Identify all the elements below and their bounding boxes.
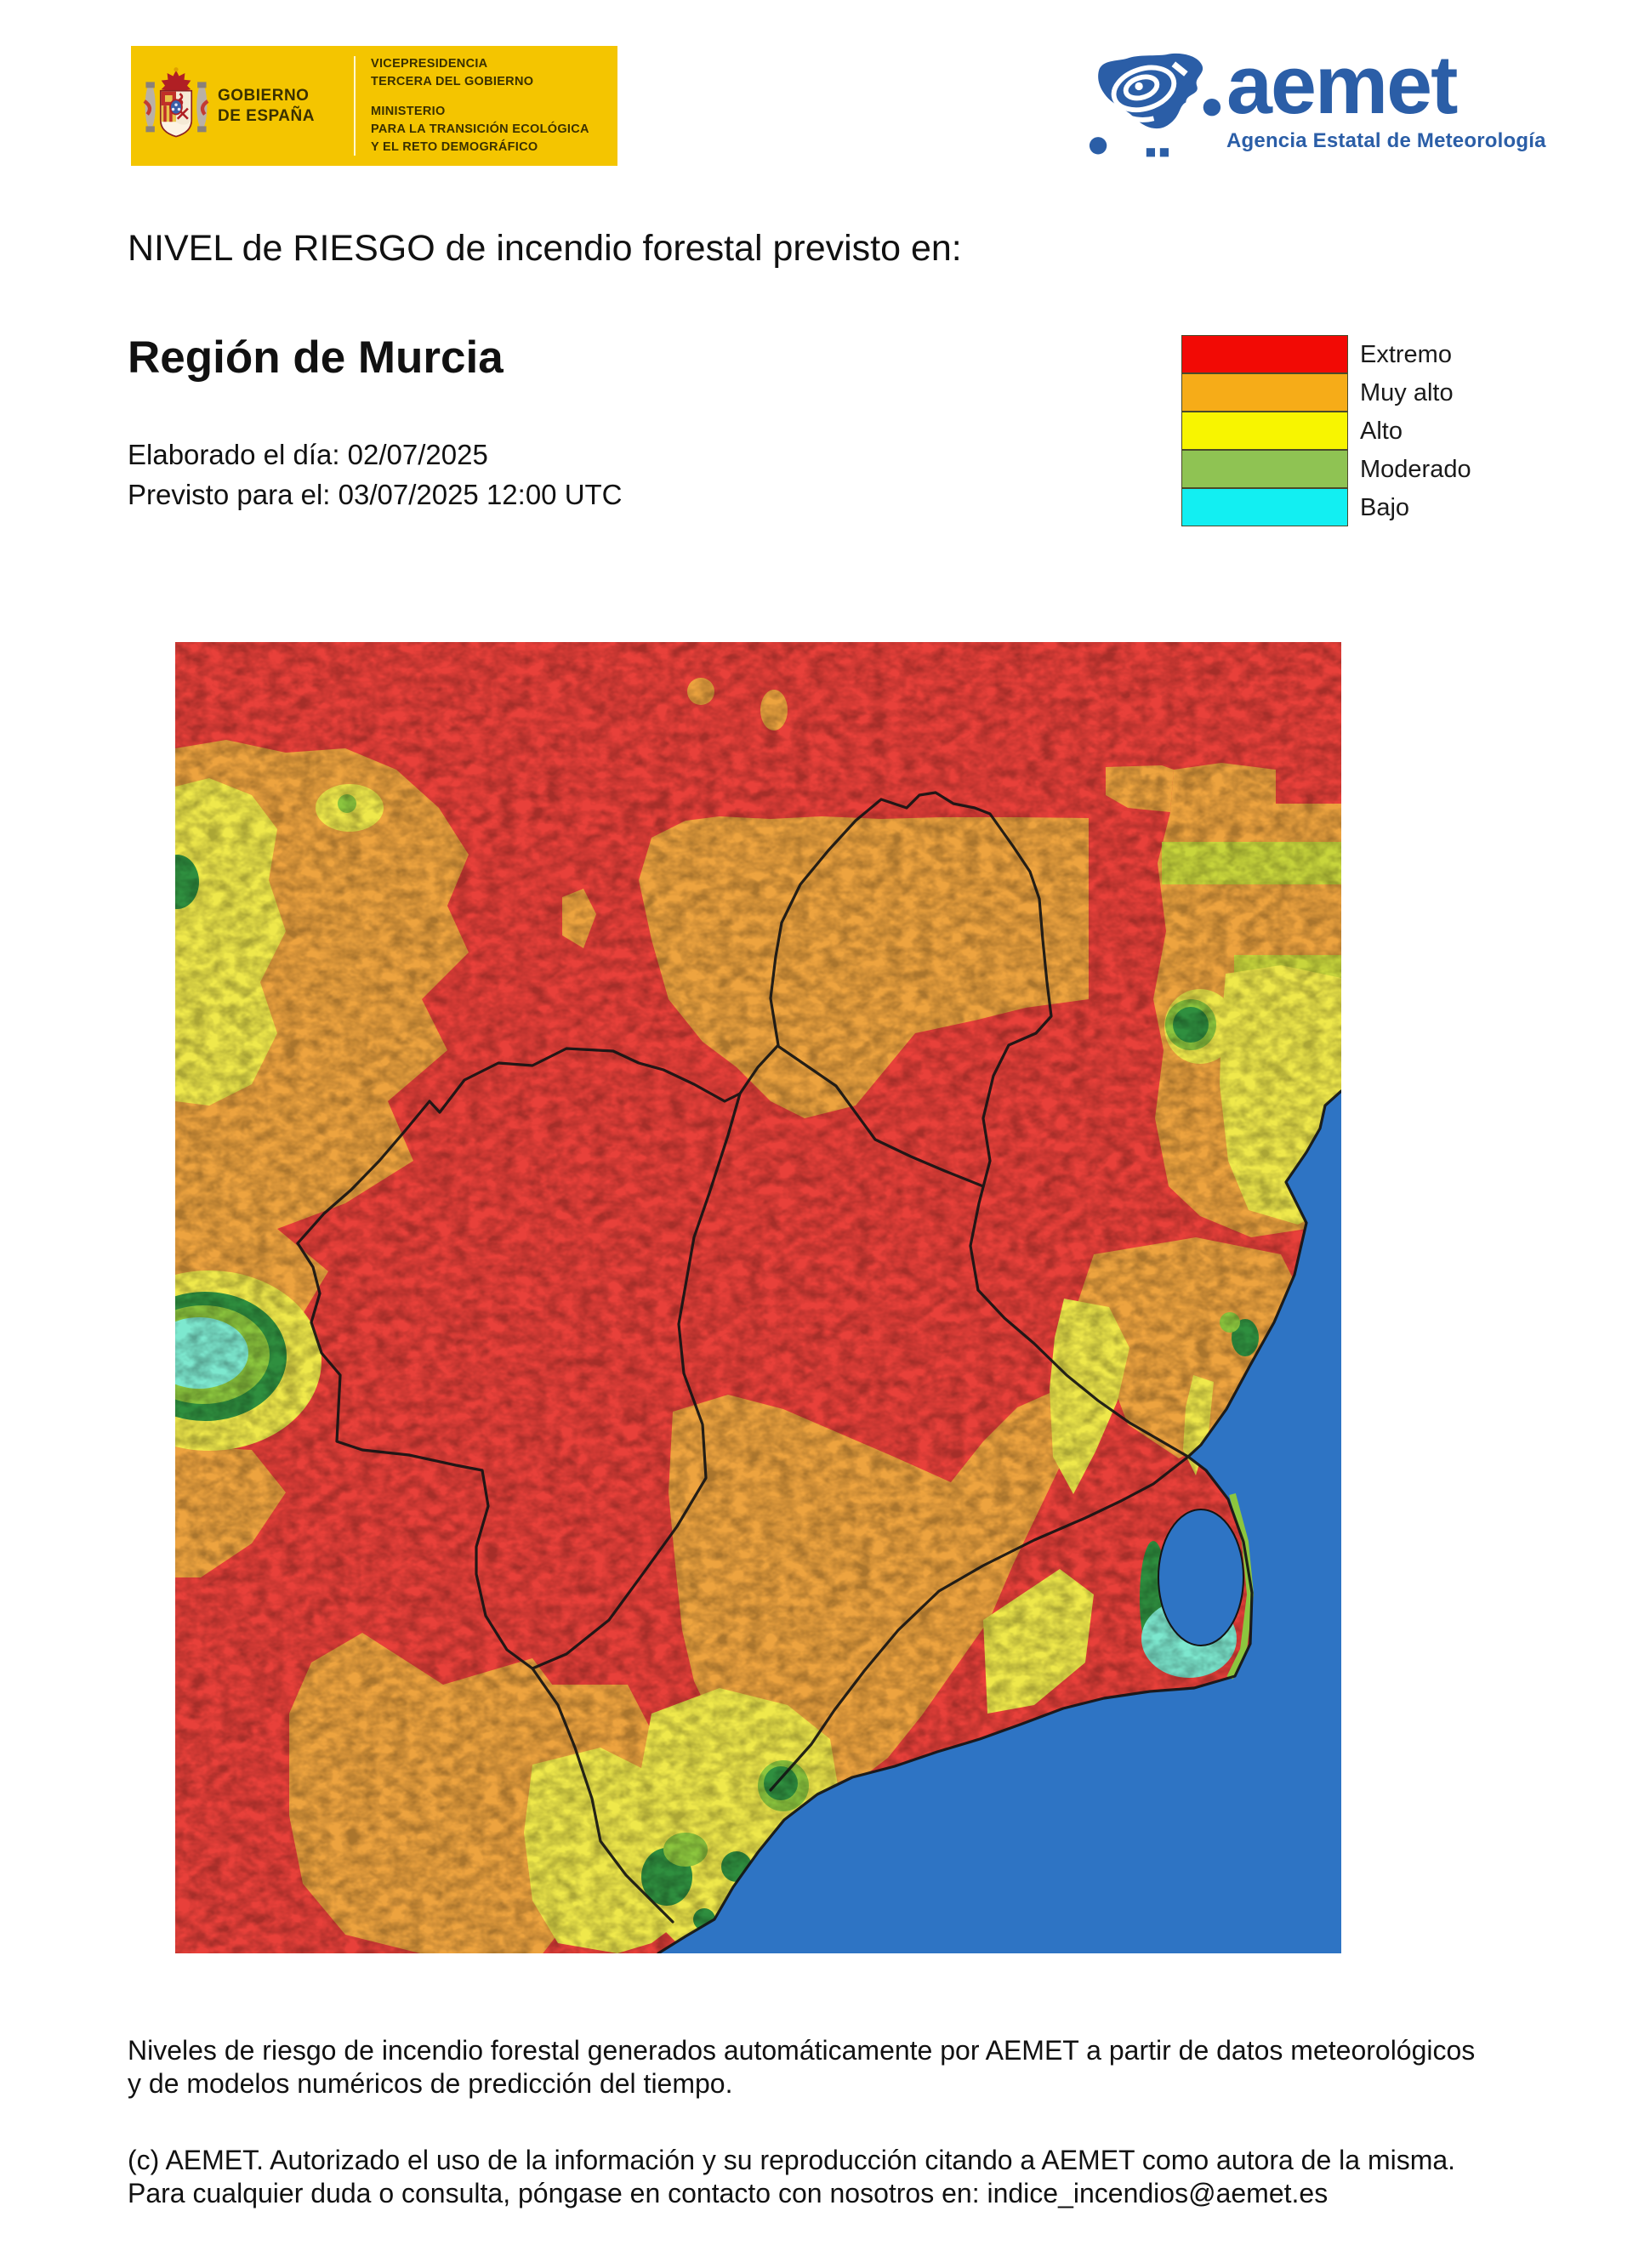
copyright-note-line1: (c) AEMET. Autorizado el uso de la infor… (128, 2145, 1456, 2175)
ministry-line3: Y EL RETO DEMOGRÁFICO (371, 140, 538, 155)
legend-swatch-bajo (1181, 488, 1348, 526)
legend-label-bajo: Bajo (1360, 494, 1410, 521)
dept-line1: VICEPRESIDENCIA (371, 56, 488, 71)
copyright-note-line2: Para cualquier duda o consulta, póngase … (128, 2178, 1329, 2209)
legend-swatch-muy-alto (1181, 373, 1348, 412)
comarca-boundaries (296, 791, 1341, 1953)
copyright-note: (c) AEMET. Autorizado el uso de la infor… (128, 2144, 1455, 2210)
ministry-block: VICEPRESIDENCIA TERCERA DEL GOBIERNO MIN… (356, 55, 589, 156)
page-title: NIVEL de RIESGO de incendio forestal pre… (128, 228, 962, 269)
ministry-line1: MINISTERIO (371, 104, 446, 118)
spain-coat-of-arms-icon (143, 66, 209, 137)
legend-label-muy-alto: Muy alto (1360, 379, 1454, 406)
region-title: Región de Murcia (128, 333, 504, 383)
generation-note-line2: y de modelos numéricos de predicción del… (128, 2068, 733, 2100)
forecast-dates: Elaborado el día: 02/07/2025 Previsto pa… (128, 435, 623, 515)
mediterranean-sea (658, 1091, 1341, 1953)
government-name-line1: GOBIERNO (218, 86, 310, 105)
banner-divider (354, 56, 356, 156)
legend-swatch-extremo (1181, 335, 1348, 373)
fire-risk-map-svg (175, 642, 1341, 1953)
government-banner: GOBIERNO DE ESPAÑA VICEPRESIDENCIA TERCE… (131, 46, 617, 166)
government-banner-left: GOBIERNO DE ESPAÑA (131, 46, 354, 166)
generation-note-line1: Niveles de riesgo de incendio forestal g… (128, 2035, 1476, 2066)
generation-note: Niveles de riesgo de incendio forestal g… (128, 2034, 1475, 2100)
aemet-logo: aemet Agencia Estatal de Meteorología (1087, 36, 1546, 163)
forecast-date: Previsto para el: 03/07/2025 12:00 UTC (128, 478, 623, 510)
legend-label-extremo: Extremo (1360, 341, 1452, 368)
legend-swatch-alto (1181, 412, 1348, 450)
legend-swatch-moderado (1181, 450, 1348, 488)
government-name: GOBIERNO DE ESPAÑA (218, 86, 315, 127)
legend-label-moderado: Moderado (1360, 456, 1471, 483)
elaborated-date: Elaborado el día: 02/07/2025 (128, 439, 488, 470)
aemet-spain-icon (1089, 53, 1221, 157)
government-name-line2: DE ESPAÑA (218, 106, 315, 125)
coastline (657, 1089, 1341, 1953)
ministry-line2: PARA LA TRANSICIÓN ECOLÓGICA (371, 122, 589, 136)
dept-line2: TERCERA DEL GOBIERNO (371, 74, 534, 88)
la-manga-strip (1226, 1492, 1255, 1680)
mar-menor-lagoon (1158, 1509, 1244, 1646)
fire-risk-map (175, 642, 1341, 1953)
legend-label-alto: Alto (1360, 418, 1403, 445)
aemet-tagline: Agencia Estatal de Meteorología (1226, 129, 1546, 153)
aemet-wordmark: aemet (1226, 38, 1458, 131)
